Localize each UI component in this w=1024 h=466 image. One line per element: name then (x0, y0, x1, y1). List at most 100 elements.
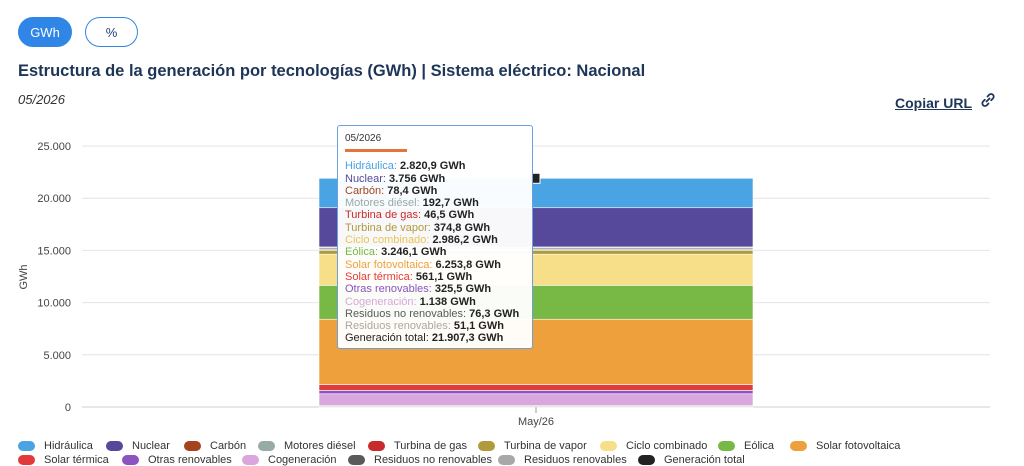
legend-label: Residuos no renovables (374, 454, 493, 466)
bar-segment-otras-renovables (318, 390, 754, 395)
legend-label: Eólica (744, 440, 774, 452)
tooltip-series-value: 2.986,2 GWh (432, 234, 498, 247)
y-tick-label: 20.000 (37, 193, 71, 205)
tooltip-series-value: 561,1 GWh (415, 270, 473, 283)
tooltip-row: Nuclear: 3.756 GWh (345, 173, 525, 185)
tooltip-row: Residuos no renovables: 76,3 GWh (345, 308, 525, 320)
legend-swatch (18, 441, 35, 451)
legend-swatch (106, 441, 123, 451)
legend-swatch (638, 455, 655, 465)
legend-label: Ciclo combinado (626, 440, 708, 452)
legend-label: Nuclear (132, 440, 170, 452)
tooltip-accent-bar (345, 149, 407, 153)
tooltip-series-name: Nuclear: (345, 172, 390, 185)
tooltip-row: Residuos renovables: 51,1 GWh (345, 320, 525, 332)
tooltip-series-value: 3.246,1 GWh (381, 246, 447, 259)
tooltip-row: Eólica: 3.246,1 GWh (345, 246, 525, 258)
legend-label: Otras renovables (148, 454, 232, 466)
legend-item[interactable]: Otras renovables (122, 454, 232, 466)
tooltip-row: Hidráulica: 2.820,9 GWh (345, 160, 525, 172)
tooltip-series-value: 325,5 GWh (434, 283, 492, 296)
legend-swatch (242, 455, 259, 465)
legend-item[interactable]: Solar térmica (18, 454, 109, 466)
tooltip-series-name: Residuos no renovables: (345, 307, 470, 320)
copy-url-label: Copiar URL (895, 94, 972, 111)
tooltip-series-value: 2.820,9 GWh (400, 160, 466, 173)
legend-item[interactable]: Carbón (184, 440, 246, 452)
tooltip-series-value: 3.756 GWh (389, 172, 446, 185)
tooltip-series-name: Residuos renovables: (345, 320, 454, 333)
tooltip-row: Otras renovables: 325,5 GWh (345, 283, 525, 295)
legend-item[interactable]: Generación total (638, 454, 745, 466)
legend-label: Motores diésel (284, 440, 356, 452)
x-tick-label: May/26 (518, 416, 554, 428)
tooltip-row: Solar fotovoltaica: 6.253,8 GWh (345, 259, 525, 271)
legend-item[interactable]: Solar fotovoltaica (790, 440, 900, 452)
tooltip-series-value: 1.138 GWh (419, 295, 476, 308)
tooltip-series-name: Ciclo combinado: (345, 234, 433, 247)
tooltip-row: Turbina de gas: 46,5 GWh (345, 209, 525, 221)
legend-item[interactable]: Nuclear (106, 440, 170, 452)
bar-segment-solar-térmica (318, 384, 754, 391)
tooltip-series-value: 21.907,3 GWh (431, 332, 504, 345)
tooltip-series-name: Turbina de gas: (345, 209, 425, 222)
chart-tooltip: 05/2026 Hidráulica: 2.820,9 GWh Nuclear: … (337, 125, 533, 349)
legend-swatch (478, 441, 495, 451)
tooltip-series-name: Otras renovables: (345, 283, 435, 296)
tooltip-series-name: Turbina de vapor: (345, 221, 434, 234)
legend-label: Residuos renovables (524, 454, 627, 466)
legend-swatch (184, 441, 201, 451)
tooltip-series-value: 78,4 GWh (387, 184, 438, 197)
legend-label: Generación total (664, 454, 745, 466)
tooltip-row: Carbón: 78,4 GWh (345, 185, 525, 197)
y-tick-label: 25.000 (37, 141, 71, 153)
tooltip-row-total: Generación total: 21.907,3 GWh (345, 332, 525, 344)
legend-swatch (368, 441, 385, 451)
legend-label: Turbina de vapor (504, 440, 587, 452)
legend-item[interactable]: Turbina de gas (368, 440, 467, 452)
legend-item[interactable]: Residuos renovables (498, 454, 627, 466)
date-label: 05/2026 (18, 92, 65, 107)
y-tick-label: 15.000 (37, 245, 71, 257)
y-axis-label: GWh (18, 264, 30, 289)
legend-item[interactable]: Turbina de vapor (478, 440, 587, 452)
legend-swatch (348, 455, 365, 465)
tooltip-row: Cogeneración: 1.138 GWh (345, 296, 525, 308)
tooltip-series-value: 76,3 GWh (469, 307, 520, 320)
tooltip-series-value: 374,8 GWh (433, 221, 491, 234)
legend-swatch (258, 441, 275, 451)
legend-label: Hidráulica (44, 440, 93, 452)
y-tick-label: 10.000 (37, 298, 71, 310)
legend-item[interactable]: Cogeneración (242, 454, 337, 466)
unit-toggle-gwh[interactable]: GWh (18, 17, 72, 47)
chart-title: Estructura de la generación por tecnolog… (18, 62, 646, 80)
legend-item[interactable]: Ciclo combinado (600, 440, 707, 452)
tooltip-series-name: Eólica: (345, 246, 382, 259)
tooltip-series-value: 46,5 GWh (424, 209, 475, 222)
tooltip-title: 05/2026 (345, 133, 382, 144)
legend-label: Cogeneración (268, 454, 337, 466)
tooltip-series-name: Motores diésel: (345, 197, 423, 210)
legend-item[interactable]: Hidráulica (18, 440, 93, 452)
tooltip-series-name: Hidráulica: (345, 160, 401, 173)
unit-toggle-percent[interactable]: % (85, 17, 138, 47)
legend-swatch (498, 455, 515, 465)
legend-label: Solar fotovoltaica (816, 440, 901, 452)
bar-segment-cogeneración (318, 393, 754, 406)
legend-item[interactable]: Residuos no renovables (348, 454, 492, 466)
copy-url-link[interactable]: Copiar URL (895, 92, 996, 113)
link-icon (980, 92, 996, 113)
tooltip-series-name: Carbón: (345, 184, 388, 197)
legend-label: Turbina de gas (394, 440, 467, 452)
legend-swatch (718, 441, 735, 451)
tooltip-series-name: Cogeneración: (345, 295, 420, 308)
legend-label: Solar térmica (44, 454, 109, 466)
legend-item[interactable]: Motores diésel (258, 440, 356, 452)
legend-label: Carbón (210, 440, 247, 452)
legend-swatch (122, 455, 139, 465)
legend-item[interactable]: Eólica (718, 440, 774, 452)
legend-swatch (600, 441, 617, 451)
tooltip-row: Motores diésel: 192,7 GWh (345, 197, 525, 209)
legend-swatch (18, 455, 35, 465)
tooltip-series-value: 51,1 GWh (453, 320, 504, 333)
